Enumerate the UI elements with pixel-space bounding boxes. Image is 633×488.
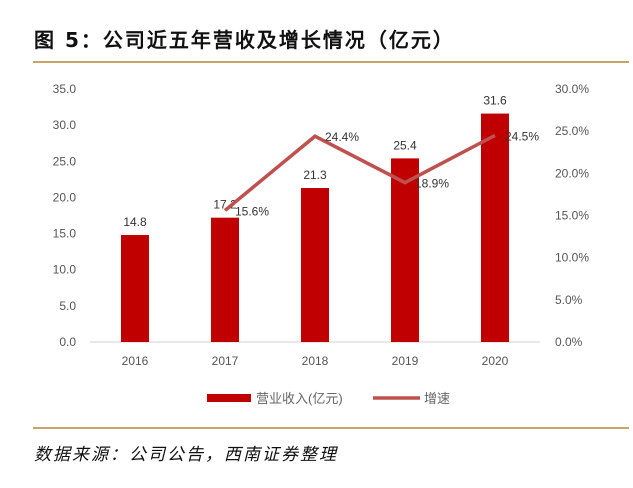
line-data-label: 24.4% [325,130,359,144]
bar-2020 [481,113,509,342]
right-axis-tick-label: 15.0% [555,209,589,223]
figure-title: 图 5：公司近五年营收及增长情况（亿元） [34,28,455,52]
left-axis-tick-label: 0.0 [59,335,76,349]
left-axis-tick-label: 5.0 [59,299,76,313]
left-axis-tick-label: 15.0 [53,227,77,241]
left-axis-tick-label: 20.0 [53,190,77,204]
bar-data-label: 14.8 [123,215,147,229]
bar-2018 [301,188,329,342]
legend-bar-swatch [207,394,251,402]
right-axis-tick-label: 30.0% [555,82,589,96]
line-data-label: 18.9% [415,177,449,191]
left-axis-tick-label: 25.0 [53,154,77,168]
x-axis-tick-label: 2016 [122,354,149,368]
legend-line-label: 增速 [424,391,450,406]
right-axis-tick-label: 10.0% [555,251,589,265]
left-axis-tick-label: 35.0 [53,82,77,96]
bar-data-label: 31.6 [483,94,507,108]
x-axis-tick-label: 2020 [482,354,509,368]
source-note: 数据来源：公司公告，西南证券整理 [34,445,338,465]
left-axis-tick-label: 10.0 [53,263,77,277]
bar-2017 [211,217,239,342]
x-axis-tick-label: 2019 [392,354,419,368]
line-data-label: 15.6% [235,204,269,218]
bar-2019 [391,158,419,342]
right-axis-tick-label: 0.0% [555,335,583,349]
growth-line [223,133,496,212]
right-axis-tick-label: 5.0% [555,293,583,307]
right-axis-tick-label: 20.0% [555,166,589,180]
top-rule [33,61,629,63]
legend-bar-label: 营业收入(亿元) [256,391,343,406]
x-axis-tick-label: 2018 [302,354,329,368]
bar-2016 [121,235,149,342]
bar-data-label: 25.4 [393,138,417,152]
left-axis-tick-label: 30.0 [53,118,77,132]
line-data-label: 24.5% [505,129,539,143]
right-axis-tick-label: 25.0% [555,124,589,138]
bar-data-label: 17.2 [213,198,237,212]
bar-data-label: 21.3 [303,168,327,182]
x-axis-tick-label: 2017 [212,354,239,368]
bottom-rule [33,427,629,429]
